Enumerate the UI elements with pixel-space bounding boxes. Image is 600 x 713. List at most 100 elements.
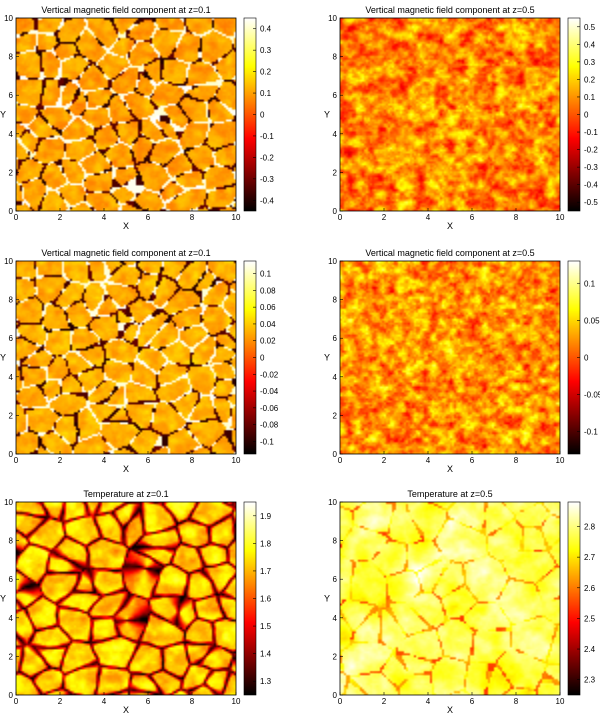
y-tick-label: 8 xyxy=(9,53,14,62)
heatmap-image xyxy=(340,18,560,211)
y-tick-label: 8 xyxy=(9,537,14,546)
y-tick-label: 6 xyxy=(333,575,338,584)
chart-title: Vertical magnetic field component at z=0… xyxy=(365,248,534,258)
colorbar-tick-label: 1.6 xyxy=(260,595,272,604)
x-axis-label: X xyxy=(123,705,129,713)
x-axis-label: X xyxy=(447,705,453,713)
plot-frame xyxy=(15,17,237,212)
x-tick-label: 6 xyxy=(470,213,475,222)
x-tick-label: 6 xyxy=(470,456,475,465)
chart-title: Temperature at z=0.5 xyxy=(407,489,492,499)
y-axis-label: Y xyxy=(324,594,330,604)
colorbar-tick-label: 2.4 xyxy=(584,645,596,654)
y-axis-label: Y xyxy=(324,353,330,363)
colorbar-tick-label: 0.3 xyxy=(260,46,272,55)
colorbar-tick-label: -0.04 xyxy=(260,387,279,396)
x-tick-label: 10 xyxy=(232,697,241,706)
x-tick-label: 4 xyxy=(102,697,107,706)
x-tick-label: 4 xyxy=(426,213,431,222)
x-tick-label: 10 xyxy=(232,456,241,465)
y-tick-label: 10 xyxy=(328,257,337,266)
x-axis-label: X xyxy=(123,464,129,474)
x-tick-label: 2 xyxy=(58,456,63,465)
colorbar-tick-label: 1.7 xyxy=(260,567,272,576)
colorbar-tick-label: 0.1 xyxy=(260,270,272,279)
colorbar xyxy=(568,261,580,454)
y-tick-label: 0 xyxy=(333,450,338,459)
y-tick-label: 0 xyxy=(9,450,14,459)
x-tick-label: 10 xyxy=(556,697,565,706)
colorbar-tick-label: 1.8 xyxy=(260,539,272,548)
chart-panel-2: Vertical magnetic field component at z=0… xyxy=(324,5,598,231)
x-tick-label: 4 xyxy=(426,697,431,706)
y-tick-label: 4 xyxy=(9,614,14,623)
colorbar-tick-label: 2.6 xyxy=(584,584,596,593)
colorbar xyxy=(244,261,256,454)
colorbar-tick-label: -0.1 xyxy=(260,132,274,141)
colorbar-tick-label: 0 xyxy=(584,354,589,363)
colorbar xyxy=(244,18,256,211)
y-tick-label: 2 xyxy=(333,652,338,661)
x-tick-label: 10 xyxy=(556,456,565,465)
x-axis-label: X xyxy=(447,221,453,231)
heatmap-image xyxy=(340,261,560,454)
chart-title: Vertical magnetic field component at z=0… xyxy=(41,248,210,258)
y-tick-label: 4 xyxy=(333,614,338,623)
x-tick-label: 10 xyxy=(232,213,241,222)
plot-frame xyxy=(15,260,237,455)
y-tick-label: 6 xyxy=(333,91,338,100)
y-axis-label: Y xyxy=(324,110,330,120)
x-tick-label: 2 xyxy=(58,697,63,706)
colorbar-tick-label: -0.02 xyxy=(260,370,279,379)
colorbar-tick-label: -0.06 xyxy=(260,404,279,413)
colorbar-tick-label: 0.5 xyxy=(584,23,596,32)
colorbar-tick-label: -0.5 xyxy=(584,198,598,207)
x-tick-label: 6 xyxy=(470,697,475,706)
colorbar-tick-label: -0.3 xyxy=(260,175,274,184)
y-tick-label: 6 xyxy=(9,91,14,100)
colorbar xyxy=(244,502,256,695)
colorbar-tick-label: 0.02 xyxy=(260,337,276,346)
plot-frame xyxy=(339,501,561,696)
colorbar-frame xyxy=(567,501,581,696)
y-tick-label: 2 xyxy=(9,168,14,177)
y-tick-label: 10 xyxy=(4,257,13,266)
heatmap-image xyxy=(16,261,236,454)
x-tick-label: 6 xyxy=(146,697,151,706)
chart-panel-4: Vertical magnetic field component at z=0… xyxy=(324,248,600,474)
x-tick-label: 8 xyxy=(190,213,195,222)
colorbar-tick-label: -0.08 xyxy=(260,421,279,430)
y-tick-label: 8 xyxy=(333,296,338,305)
y-tick-label: 8 xyxy=(9,296,14,305)
heatmap-image xyxy=(16,18,236,211)
chart-title: Vertical magnetic field component at z=0… xyxy=(41,5,210,15)
colorbar-tick-label: 0.04 xyxy=(260,320,276,329)
colorbar-tick-label: 0 xyxy=(260,111,265,120)
colorbar-tick-label: 0.08 xyxy=(260,286,276,295)
y-tick-label: 0 xyxy=(333,691,338,700)
x-tick-label: 8 xyxy=(514,456,519,465)
colorbar-tick-label: -0.3 xyxy=(584,163,598,172)
x-tick-label: 0 xyxy=(14,456,19,465)
y-axis-label: Y xyxy=(0,110,6,120)
colorbar-tick-label: 0.1 xyxy=(584,93,596,102)
colorbar-tick-label: 2.5 xyxy=(584,614,596,623)
colorbar xyxy=(568,502,580,695)
colorbar-tick-label: 0.2 xyxy=(584,75,596,84)
colorbar-tick-label: -0.4 xyxy=(260,196,274,205)
x-tick-label: 8 xyxy=(190,456,195,465)
colorbar-tick-label: 0.1 xyxy=(584,279,596,288)
colorbar-tick-label: 2.7 xyxy=(584,553,596,562)
y-tick-label: 4 xyxy=(333,130,338,139)
x-tick-label: 2 xyxy=(382,456,387,465)
x-tick-label: 4 xyxy=(102,213,107,222)
colorbar-tick-label: 0 xyxy=(584,111,589,120)
colorbar-tick-label: 0.3 xyxy=(584,58,596,67)
colorbar xyxy=(568,18,580,211)
y-tick-label: 2 xyxy=(9,652,14,661)
x-axis-label: X xyxy=(447,464,453,474)
chart-panel-3: Vertical magnetic field component at z=0… xyxy=(0,248,279,474)
y-tick-label: 8 xyxy=(333,537,338,546)
y-tick-label: 2 xyxy=(9,411,14,420)
y-tick-label: 0 xyxy=(9,691,14,700)
